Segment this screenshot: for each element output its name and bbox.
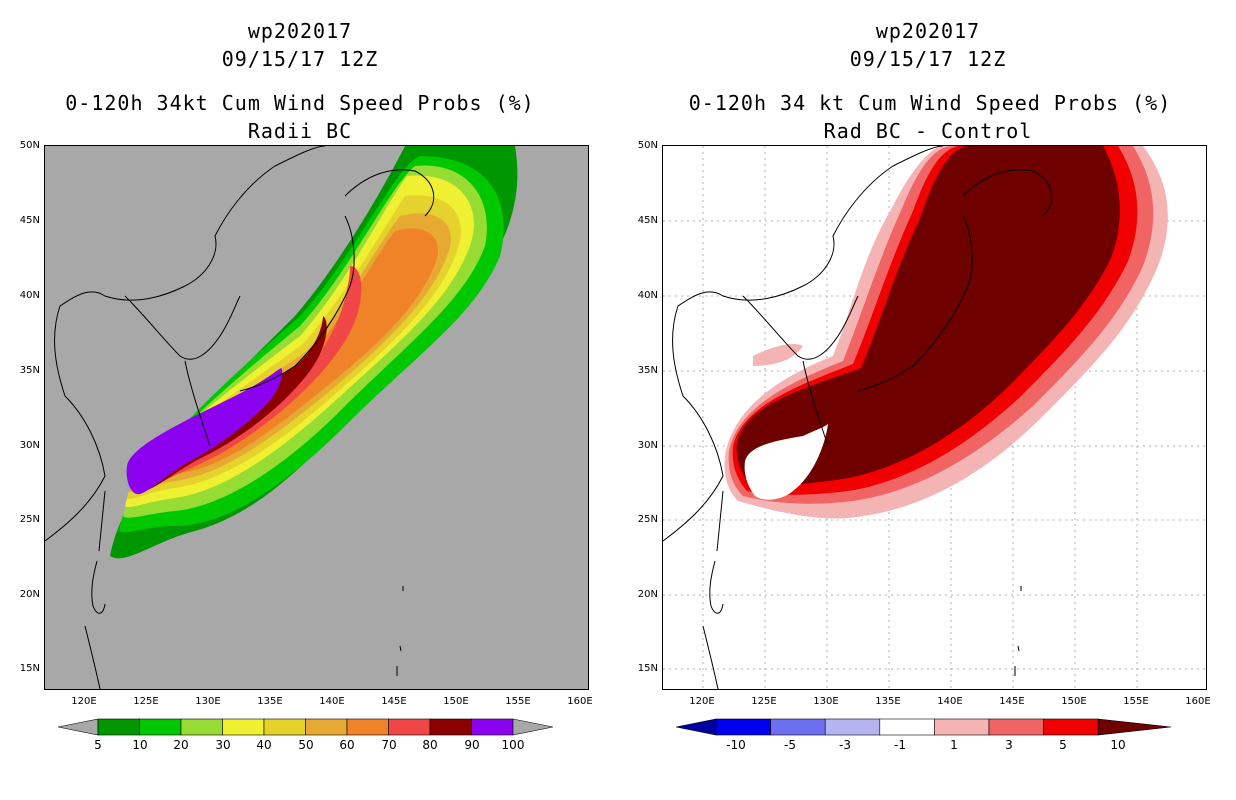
left-title: 0-120h 34kt Cum Wind Speed Probs (%) xyxy=(65,91,535,115)
right-lat-label: 30N xyxy=(637,440,658,451)
right-colorbar-swatch xyxy=(1043,718,1099,736)
left-colorbar xyxy=(58,718,554,736)
left-colorbar-swatch xyxy=(429,718,472,736)
left-lon-label: 125E xyxy=(133,696,159,707)
right-lat-label: 50N xyxy=(637,140,658,151)
left-colorbar-swatch xyxy=(471,718,514,736)
right-colorbar-swatch xyxy=(715,718,771,736)
right-lat-label: 20N xyxy=(637,589,658,600)
right-storm-id: wp202017 xyxy=(875,19,981,43)
right-colorbar-label: 3 xyxy=(1005,738,1013,752)
left-lon-label: 130E xyxy=(195,696,221,707)
right-lon-label: 140E xyxy=(937,696,963,707)
left-lat-label: 50N xyxy=(19,140,40,151)
left-colorbar-swatch xyxy=(388,718,431,736)
left-colorbar-label: 90 xyxy=(464,738,480,752)
right-lon-label: 145E xyxy=(999,696,1025,707)
right-lon-label: 155E xyxy=(1123,696,1149,707)
left-colorbar-low-arrow xyxy=(58,718,99,736)
right-title: 0-120h 34 kt Cum Wind Speed Probs (%) xyxy=(688,91,1172,115)
left-colorbar-label: 50 xyxy=(298,738,314,752)
left-colorbar-label: 100 xyxy=(501,738,525,752)
coastline xyxy=(45,146,435,689)
left-lon-label: 120E xyxy=(71,696,97,707)
right-lon-label: 150E xyxy=(1061,696,1087,707)
coastline xyxy=(663,146,1053,689)
right-colorbar-label: 10 xyxy=(1110,738,1126,752)
left-lon-label: 145E xyxy=(381,696,407,707)
left-colorbar-label: 70 xyxy=(381,738,397,752)
right-colorbar-label: -1 xyxy=(894,738,906,752)
left-subtitle: Radii BC xyxy=(247,119,353,143)
left-colorbar-swatch xyxy=(346,718,389,736)
right-subtitle: Rad BC - Control xyxy=(823,119,1033,143)
right-lat-label: 25N xyxy=(637,514,658,525)
right-lon-label: 160E xyxy=(1185,696,1211,707)
left-colorbar-swatch xyxy=(222,718,265,736)
right-colorbar-label: 1 xyxy=(950,738,958,752)
left-colorbar-label: 30 xyxy=(215,738,231,752)
left-colorbar-swatch xyxy=(180,718,223,736)
right-lon-label: 120E xyxy=(689,696,715,707)
left-colorbar-swatch xyxy=(97,718,140,736)
right-colorbar-high-arrow xyxy=(1097,718,1172,736)
left-colorbar-swatch xyxy=(139,718,182,736)
left-map xyxy=(44,145,589,690)
left-lon-label: 140E xyxy=(319,696,345,707)
right-lon-label: 130E xyxy=(813,696,839,707)
left-lat-label: 20N xyxy=(19,589,40,600)
left-lon-label: 160E xyxy=(567,696,593,707)
left-datetime: 09/15/17 12Z xyxy=(221,47,379,71)
right-colorbar-low-arrow xyxy=(676,718,717,736)
left-lat-label: 35N xyxy=(19,365,40,376)
left-colorbar-swatch xyxy=(263,718,306,736)
left-lat-label: 40N xyxy=(19,290,40,301)
right-lat-label: 40N xyxy=(637,290,658,301)
left-colorbar-high-arrow xyxy=(512,718,554,736)
left-lat-label: 15N xyxy=(19,663,40,674)
left-lon-label: 150E xyxy=(443,696,469,707)
right-colorbar-label: -3 xyxy=(839,738,851,752)
right-colorbar-swatch xyxy=(879,718,935,736)
right-datetime: 09/15/17 12Z xyxy=(849,47,1007,71)
right-colorbar-label: -5 xyxy=(784,738,796,752)
right-colorbar-swatch xyxy=(934,718,990,736)
diff-zero-hole xyxy=(744,424,828,500)
left-colorbar-label: 10 xyxy=(132,738,148,752)
left-lat-label: 45N xyxy=(19,215,40,226)
right-colorbar-swatch xyxy=(988,718,1044,736)
right-map xyxy=(662,145,1207,690)
left-colorbar-label: 80 xyxy=(422,738,438,752)
left-lon-label: 135E xyxy=(257,696,283,707)
right-colorbar-swatch xyxy=(824,718,881,736)
right-colorbar-swatch xyxy=(770,718,826,736)
right-lat-label: 45N xyxy=(637,215,658,226)
left-colorbar-label: 40 xyxy=(256,738,272,752)
contour-90 xyxy=(126,368,283,495)
diff-1-patch xyxy=(753,344,803,366)
left-colorbar-label: 5 xyxy=(94,738,102,752)
left-colorbar-swatch xyxy=(305,718,348,736)
left-colorbar-label: 60 xyxy=(339,738,355,752)
right-lat-label: 15N xyxy=(637,663,658,674)
right-lat-label: 35N xyxy=(637,365,658,376)
right-lon-label: 125E xyxy=(751,696,777,707)
right-colorbar-label: -10 xyxy=(726,738,746,752)
right-lon-label: 135E xyxy=(875,696,901,707)
left-storm-id: wp202017 xyxy=(247,19,353,43)
diff-10 xyxy=(736,146,1120,487)
left-lon-label: 155E xyxy=(505,696,531,707)
left-colorbar-label: 20 xyxy=(173,738,189,752)
right-colorbar xyxy=(676,718,1172,736)
left-lat-label: 25N xyxy=(19,514,40,525)
right-colorbar-label: 5 xyxy=(1059,738,1067,752)
left-lat-label: 30N xyxy=(19,440,40,451)
